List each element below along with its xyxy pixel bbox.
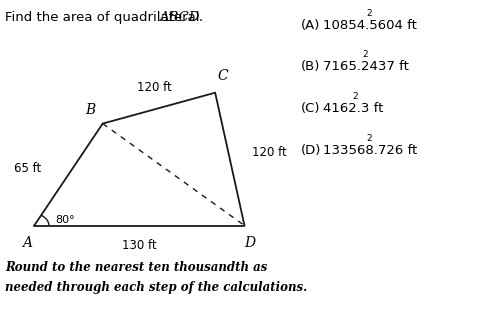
- Text: (C): (C): [300, 102, 320, 115]
- Text: 2: 2: [362, 50, 367, 59]
- Text: (A): (A): [300, 19, 320, 32]
- Text: 10854.5604 ft: 10854.5604 ft: [322, 19, 416, 32]
- Text: 80°: 80°: [55, 215, 74, 225]
- Text: 4162.3 ft: 4162.3 ft: [322, 102, 382, 115]
- Text: ABCD.: ABCD.: [159, 11, 203, 24]
- Text: 130 ft: 130 ft: [122, 239, 156, 252]
- Text: 120 ft: 120 ft: [136, 81, 171, 94]
- Text: 133568.726 ft: 133568.726 ft: [322, 144, 416, 157]
- Text: Find the area of quadrilateral: Find the area of quadrilateral: [5, 11, 203, 24]
- Text: C: C: [217, 69, 227, 83]
- Text: needed through each step of the calculations.: needed through each step of the calculat…: [5, 281, 306, 294]
- Text: D: D: [244, 235, 254, 250]
- Text: 2: 2: [365, 134, 371, 143]
- Text: 7165.2437 ft: 7165.2437 ft: [322, 60, 408, 73]
- Text: 2: 2: [352, 92, 358, 101]
- Text: (D): (D): [300, 144, 321, 157]
- Text: B: B: [85, 103, 95, 117]
- Text: (B): (B): [300, 60, 320, 73]
- Text: A: A: [22, 235, 32, 250]
- Text: 65 ft: 65 ft: [14, 162, 41, 175]
- Text: 2: 2: [365, 9, 371, 18]
- Text: 120 ft: 120 ft: [251, 146, 286, 159]
- Text: Round to the nearest ten thousandth as: Round to the nearest ten thousandth as: [5, 261, 267, 274]
